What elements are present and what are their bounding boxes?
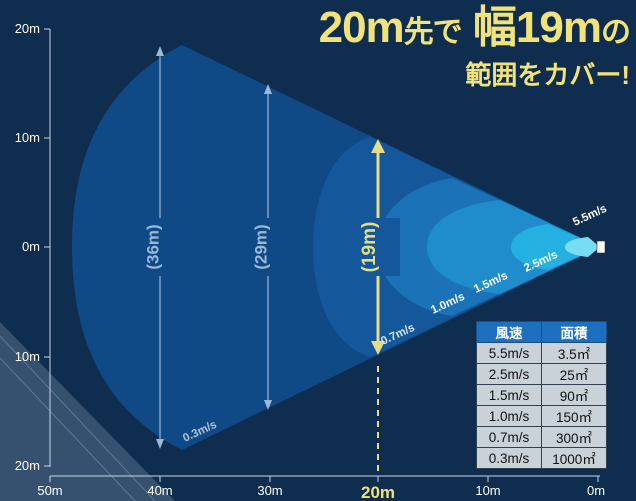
table-cell: 90㎡ <box>541 384 607 406</box>
headline-line-1: 20m先で 幅19mの <box>318 3 631 52</box>
table-row: 0.7m/s 300㎡ <box>476 426 607 448</box>
table-row: 0.3m/s 1000㎡ <box>476 447 607 469</box>
fan-icon <box>596 240 606 254</box>
coverage-table: 風速 面積 5.5m/s 3.5㎡ 2.5m/s 25㎡ 1.5m/s 90㎡ … <box>476 321 607 469</box>
table-cell: 5.5m/s <box>476 342 542 364</box>
table-cell: 3.5㎡ <box>541 342 607 364</box>
svg-text:(29m): (29m) <box>251 224 270 269</box>
table-row: 1.0m/s 150㎡ <box>476 405 607 427</box>
speed-label-5.5: 5.5m/s <box>571 203 609 229</box>
headline-particle-2: の <box>601 16 631 49</box>
table-header-area: 面積 <box>541 321 607 343</box>
zone-2.5ms <box>511 224 600 270</box>
x-tick-label: 40m <box>147 483 172 498</box>
corner-line <box>0 335 156 501</box>
y-tick-label: 20m <box>15 458 40 473</box>
y-tick-label: 20m <box>15 21 40 36</box>
corner-decoration <box>0 322 175 501</box>
table-cell: 2.5m/s <box>476 363 542 385</box>
table-cell: 1.0m/s <box>476 405 542 427</box>
table-cell: 25㎡ <box>541 363 607 385</box>
table-cell: 300㎡ <box>541 426 607 448</box>
table-header-row: 風速 面積 <box>476 321 607 343</box>
corner-line <box>0 357 136 501</box>
table-cell: 1000㎡ <box>541 447 607 469</box>
dimension-36m: (36m) <box>138 46 182 449</box>
table-cell: 0.3m/s <box>476 447 542 469</box>
x-tick-label: 0m <box>587 483 605 498</box>
dimension-19m: (19m) <box>354 139 400 355</box>
y-tick-label: 10m <box>15 130 40 145</box>
headline: 20m先で 幅19mの 範囲をカバー! <box>318 3 631 90</box>
headline-distance: 20m <box>318 3 405 52</box>
table-row: 1.5m/s 90㎡ <box>476 384 607 406</box>
table-row: 5.5m/s 3.5㎡ <box>476 342 607 364</box>
headline-width: 幅19m <box>472 3 602 52</box>
zone-5.5ms <box>565 237 600 257</box>
x-tick-label-highlight: 20m <box>361 483 395 501</box>
svg-text:(19m): (19m) <box>359 222 380 273</box>
dimension-29m: (29m) <box>246 84 290 410</box>
x-axis-ticks <box>49 476 599 482</box>
table-header-wind-speed: 風速 <box>476 321 542 343</box>
table-row: 2.5m/s 25㎡ <box>476 363 607 385</box>
headline-particle: 先で <box>403 16 463 49</box>
x-tick-label: 10m <box>475 483 500 498</box>
x-tick-label: 30m <box>257 483 282 498</box>
y-axis-ticks <box>44 28 50 467</box>
y-tick-label: 10m <box>15 349 40 364</box>
x-tick-label: 50m <box>37 483 62 498</box>
table-cell: 0.7m/s <box>476 426 542 448</box>
table-cell: 1.5m/s <box>476 384 542 406</box>
svg-text:(36m): (36m) <box>143 224 162 269</box>
y-tick-label: 0m <box>22 239 40 254</box>
table-cell: 150㎡ <box>541 405 607 427</box>
headline-line-2: 範囲をカバー! <box>465 60 630 90</box>
